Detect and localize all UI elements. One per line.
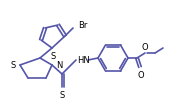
Text: S: S — [11, 60, 16, 70]
Text: S: S — [50, 52, 56, 61]
Text: O: O — [142, 43, 148, 52]
Text: HN: HN — [77, 56, 89, 64]
Text: S: S — [59, 91, 65, 100]
Text: N: N — [56, 60, 62, 70]
Text: O: O — [138, 71, 144, 80]
Text: Br: Br — [78, 20, 87, 29]
